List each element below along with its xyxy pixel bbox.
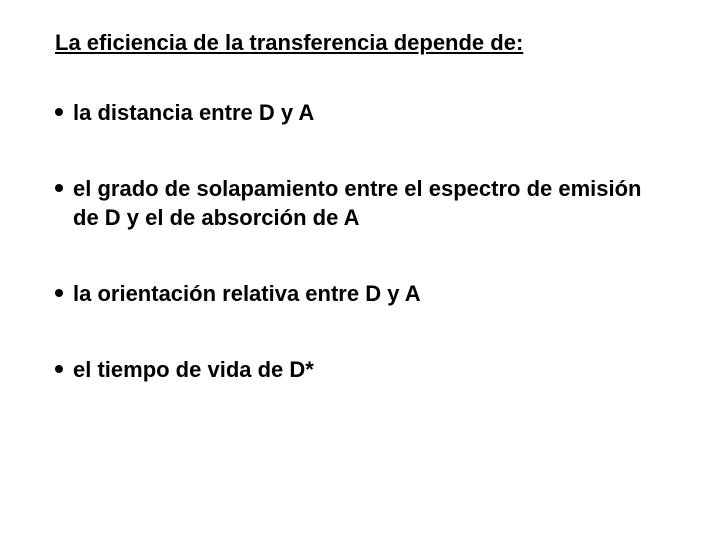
bullet-line: la orientación relativa entre D y A [55, 279, 665, 309]
bullet-line: el grado de solapamiento entre el espect… [55, 174, 665, 233]
slide-container: La eficiencia de la transferencia depend… [0, 0, 720, 540]
bullet-dot-icon [55, 184, 63, 192]
bullet-dot-icon [55, 108, 63, 116]
bullet-item: el grado de solapamiento entre el espect… [55, 174, 665, 233]
bullet-dot-icon [55, 365, 63, 373]
bullet-text: el tiempo de vida de D* [73, 355, 665, 385]
bullet-item: la orientación relativa entre D y A [55, 279, 665, 309]
bullet-dot-icon [55, 289, 63, 297]
bullet-item: el tiempo de vida de D* [55, 355, 665, 385]
bullet-text: la distancia entre D y A [73, 98, 665, 128]
bullet-text: el grado de solapamiento entre el espect… [73, 174, 665, 233]
slide-heading: La eficiencia de la transferencia depend… [55, 30, 665, 56]
bullet-line: la distancia entre D y A [55, 98, 665, 128]
bullet-text: la orientación relativa entre D y A [73, 279, 665, 309]
bullet-item: la distancia entre D y A [55, 98, 665, 128]
bullet-line: el tiempo de vida de D* [55, 355, 665, 385]
